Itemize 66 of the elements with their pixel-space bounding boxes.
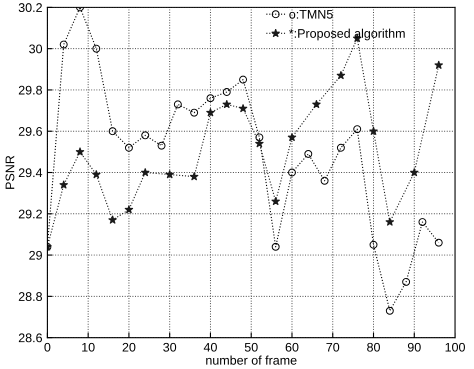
point xyxy=(124,144,133,152)
y-tick-label: 29.4 xyxy=(18,168,42,178)
point xyxy=(255,133,264,142)
point xyxy=(353,125,362,134)
point xyxy=(304,150,312,158)
x-axis-title: number of frame xyxy=(206,356,297,365)
point xyxy=(370,240,378,249)
point xyxy=(385,217,394,226)
point xyxy=(336,144,345,152)
point xyxy=(206,108,215,117)
x-tick-label: 40 xyxy=(204,342,217,352)
point xyxy=(271,196,280,206)
x-tick-label: 30 xyxy=(163,342,176,352)
point xyxy=(434,60,444,70)
point xyxy=(418,218,426,226)
legend-label: o:TMN5 xyxy=(289,10,333,19)
x-tick-label: 20 xyxy=(122,342,136,352)
point xyxy=(92,44,100,53)
y-tick-label: 29.2 xyxy=(18,210,42,218)
x-tick-label: 0 xyxy=(44,342,50,352)
point xyxy=(124,205,134,214)
point xyxy=(108,215,118,224)
point xyxy=(158,142,166,150)
point xyxy=(206,94,214,102)
y-axis-title: PSNR xyxy=(6,156,14,189)
point xyxy=(190,108,198,117)
point xyxy=(288,132,296,142)
x-tick-label: 50 xyxy=(244,342,258,352)
x-tick-label: 70 xyxy=(326,342,340,352)
point xyxy=(336,70,346,80)
y-tick-label: 29.8 xyxy=(18,86,42,95)
y-tick-label: 30 xyxy=(29,44,42,54)
point xyxy=(272,242,280,251)
point xyxy=(369,126,378,136)
point xyxy=(386,306,394,315)
point xyxy=(140,168,150,176)
point xyxy=(174,100,182,108)
x-tick-label: 90 xyxy=(408,342,421,352)
point xyxy=(288,168,296,176)
x-tick-label: 10 xyxy=(82,342,95,352)
x-tick-label: 100 xyxy=(446,342,465,352)
x-tick-label: 80 xyxy=(367,342,380,352)
y-tick-label: 30.2 xyxy=(18,3,42,12)
point xyxy=(92,170,101,178)
point xyxy=(320,176,329,185)
point xyxy=(254,138,264,148)
point xyxy=(59,180,68,189)
point xyxy=(190,172,199,180)
point xyxy=(222,88,231,96)
y-tick-label: 28.6 xyxy=(18,333,42,342)
point xyxy=(410,168,419,176)
point xyxy=(222,100,232,108)
point xyxy=(76,147,84,156)
point xyxy=(108,127,117,136)
point xyxy=(402,278,410,286)
point xyxy=(141,131,150,140)
point xyxy=(238,104,248,112)
y-tick-label: 28.8 xyxy=(18,292,42,302)
y-tick-label: 29 xyxy=(29,250,42,260)
point xyxy=(60,40,68,48)
y-tick-label: 29.6 xyxy=(18,127,42,136)
point xyxy=(312,100,321,108)
point xyxy=(434,238,443,247)
point xyxy=(165,170,174,178)
point xyxy=(239,76,248,84)
x-tick-label: 60 xyxy=(286,342,298,352)
